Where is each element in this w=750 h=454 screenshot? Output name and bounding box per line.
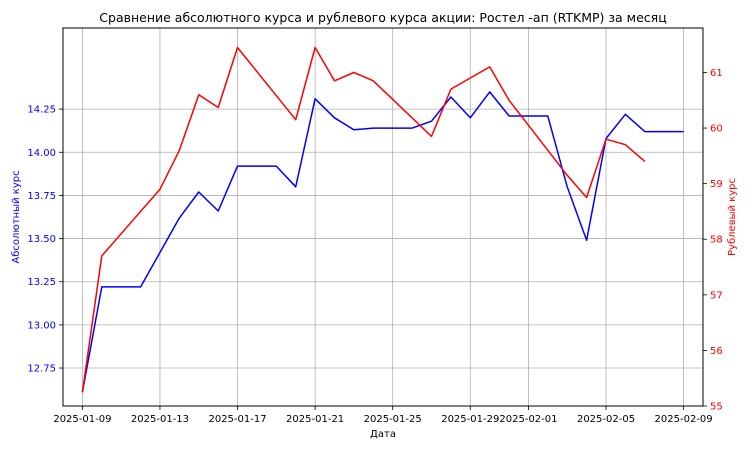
x-tick-label: 2025-01-17: [208, 414, 266, 425]
left-y-tick-label: 13.50: [27, 234, 56, 245]
right-axis-label: Рублевый курс: [727, 178, 738, 256]
left-axis-label: Абсолютный курс: [11, 170, 22, 263]
right-y-tick-label: 60: [710, 124, 723, 135]
plot-frame: [62, 27, 704, 407]
x-tick-label: 2025-01-29: [441, 414, 499, 425]
right-y-tick-label: 57: [710, 290, 723, 301]
series-layer: [81, 46, 684, 393]
chart-title: Сравнение абсолютного курса и рублевого …: [99, 10, 666, 25]
x-tick-label: 2025-02-05: [577, 414, 635, 425]
right-y-tick-label: 56: [710, 346, 723, 357]
x-tick-label: 2025-01-13: [131, 414, 189, 425]
x-tick-label: 2025-01-09: [53, 414, 111, 425]
left-y-tick-label: 14.25: [27, 105, 56, 116]
right-y-tick-label: 55: [710, 402, 723, 413]
left-y-tick-label: 13.00: [27, 320, 56, 331]
x-tick-label: 2025-02-09: [655, 414, 713, 425]
left-y-tick-label: 13.75: [27, 191, 56, 202]
grid: [63, 28, 703, 406]
right-y-tick-label: 61: [710, 68, 723, 79]
axes: 2025-01-09 2025-01-13 2025-01-17 2025-01-21…: [27, 68, 722, 425]
x-axis-label: Дата: [370, 429, 396, 440]
right-y-tick-label: 59: [710, 179, 723, 190]
absolute-price-line: [81, 91, 684, 393]
left-y-tick-label: 12.75: [27, 364, 56, 375]
x-tick-label: 2025-01-25: [364, 414, 422, 425]
x-tick-label: 2025-02-01: [499, 414, 557, 425]
right-y-tick-label: 58: [710, 235, 723, 246]
x-tick-label: 2025-01-21: [286, 414, 344, 425]
ruble-price-line: [81, 46, 646, 393]
left-y-tick-label: 13.25: [27, 277, 56, 288]
left-y-tick-label: 14.00: [27, 148, 56, 159]
